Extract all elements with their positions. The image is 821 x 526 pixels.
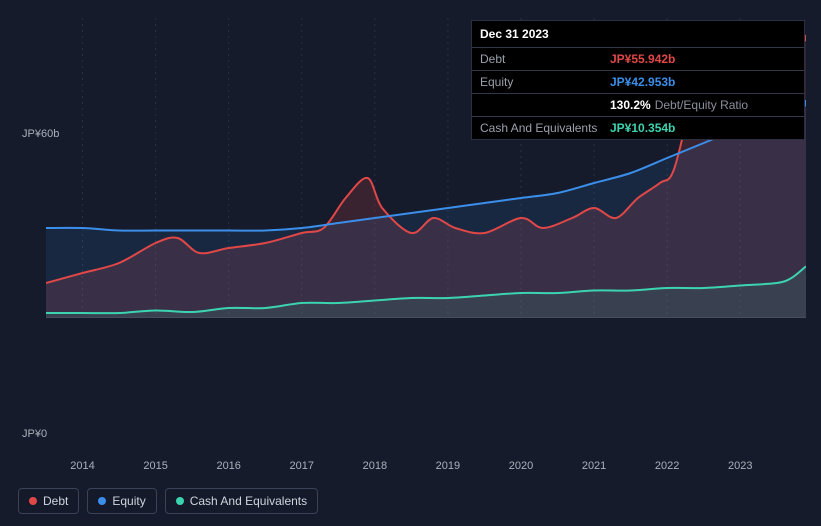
tooltip-row: EquityJP¥42.953b [472,71,804,94]
legend-dot-icon [29,497,37,505]
legend-item-label: Equity [112,494,145,508]
legend-item-label: Debt [43,494,68,508]
tooltip-row-value: JP¥42.953b [610,75,675,89]
tooltip-row-label [480,98,610,112]
legend-item-label: Cash And Equivalents [190,494,307,508]
tooltip-row: 130.2%Debt/Equity Ratio [472,94,804,117]
legend-item-cash-and-equivalents[interactable]: Cash And Equivalents [165,488,318,514]
x-axis-tick-label: 2022 [655,460,679,472]
x-axis-tick-label: 2014 [70,460,94,472]
tooltip-row-value: JP¥55.942b [610,52,675,66]
chart-tooltip: Dec 31 2023 DebtJP¥55.942bEquityJP¥42.95… [471,20,805,140]
tooltip-row-value: JP¥10.354b [610,121,675,135]
tooltip-date: Dec 31 2023 [472,21,804,48]
x-axis-tick-label: 2023 [728,460,752,472]
x-axis-tick-label: 2018 [363,460,387,472]
tooltip-row-label: Cash And Equivalents [480,121,610,135]
x-axis-tick-label: 2019 [436,460,460,472]
x-axis-tick-label: 2017 [290,460,314,472]
legend-dot-icon [176,497,184,505]
x-axis-tick-label: 2015 [143,460,167,472]
y-axis-min-label: JP¥0 [22,428,47,440]
legend-dot-icon [98,497,106,505]
legend-item-debt[interactable]: Debt [18,488,79,514]
tooltip-row-value: 130.2%Debt/Equity Ratio [610,98,748,112]
x-axis-tick-label: 2016 [216,460,240,472]
x-axis-tick-label: 2020 [509,460,533,472]
legend-item-equity[interactable]: Equity [87,488,156,514]
tooltip-row-label: Debt [480,52,610,66]
tooltip-row: DebtJP¥55.942b [472,48,804,71]
chart-legend: Debt Equity Cash And Equivalents [18,488,318,514]
tooltip-row: Cash And EquivalentsJP¥10.354b [472,117,804,139]
tooltip-row-suffix: Debt/Equity Ratio [655,98,748,112]
tooltip-row-label: Equity [480,75,610,89]
x-axis-tick-label: 2021 [582,460,606,472]
